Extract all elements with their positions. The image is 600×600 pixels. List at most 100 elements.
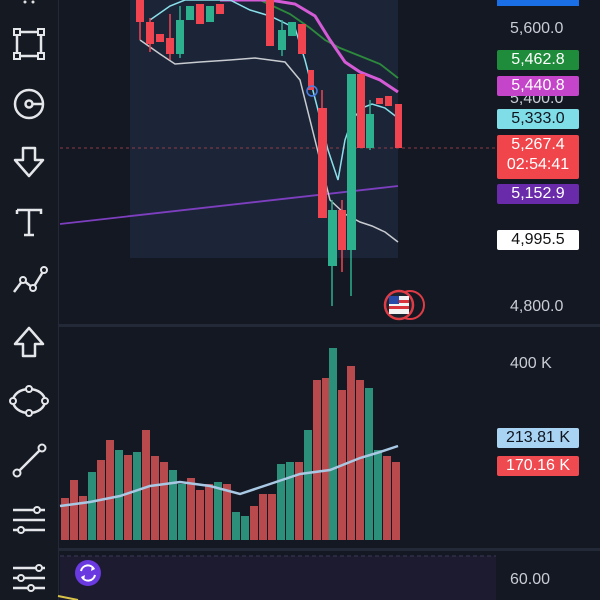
volume-bar (142, 430, 150, 540)
candle (156, 34, 164, 42)
candle (266, 0, 274, 46)
candle (146, 22, 154, 44)
volume-bar (383, 456, 391, 540)
drawing-toolbar (0, 0, 59, 600)
band-grey-line (139, 39, 399, 243)
volume-bar (196, 490, 204, 540)
last-price-value: 5,267.4 (511, 136, 565, 153)
volume-bar (329, 348, 337, 540)
ellipse-icon (9, 385, 49, 417)
text-icon (15, 208, 43, 237)
oscillator-pane (60, 556, 496, 600)
refresh-icon[interactable] (75, 560, 101, 586)
oscillator-line (57, 595, 79, 600)
candle (347, 74, 356, 250)
toolbar-overflow-dots[interactable] (0, 0, 58, 10)
trend-line-icon (12, 443, 47, 478)
volume-bar (187, 478, 195, 540)
pane-divider-2 (59, 548, 600, 551)
arrow-up-tool[interactable] (0, 318, 58, 366)
volume-bar (124, 455, 132, 540)
candle (206, 6, 214, 22)
bar-countdown-timer: 02:54:41 (506, 156, 570, 173)
text-tool[interactable] (0, 198, 58, 246)
trend-lines-tool[interactable] (0, 256, 58, 304)
price-label-4800: 4,800.0 (510, 298, 564, 315)
volume-bar (106, 440, 114, 540)
fib-retracement-icon (13, 506, 45, 534)
volume-current-badge: 170.16 K (497, 456, 579, 476)
circle-tool[interactable] (0, 80, 58, 128)
us-flag-icon[interactable] (383, 289, 425, 321)
volume-bar (178, 484, 186, 540)
candle (278, 30, 286, 50)
candle (308, 70, 314, 90)
volume-bar (286, 462, 294, 540)
price-badge-ma-violet: 5,152.9 (497, 184, 579, 204)
volume-bar (365, 388, 373, 540)
volume-bar (70, 480, 78, 540)
candle (298, 24, 306, 54)
volume-bar (259, 494, 267, 540)
candle (318, 108, 327, 218)
parallel-channel-tool[interactable] (0, 552, 58, 600)
volume-bar (304, 430, 312, 540)
fib-retracement-tool[interactable] (0, 496, 58, 544)
circle-target-icon (13, 88, 45, 120)
volume-bar (374, 450, 382, 540)
candle (288, 22, 296, 36)
rectangle-icon (13, 28, 45, 60)
volume-bar (356, 380, 364, 540)
rectangle-tool[interactable] (0, 20, 58, 68)
ma-violet-line (59, 185, 399, 225)
volume-bar (241, 516, 249, 540)
candle (357, 74, 365, 148)
price-label-5600: 5,600.0 (510, 20, 564, 37)
candles-group (136, 0, 402, 306)
volume-ma-badge: 213.81 K (497, 428, 579, 448)
volume-bar (347, 366, 355, 540)
trend-line-tool[interactable] (0, 436, 58, 484)
volume-bar (223, 484, 231, 540)
top-blue-badge[interactable] (497, 0, 579, 6)
candle (186, 6, 194, 20)
ma-purple-line (220, 0, 399, 94)
candle (366, 114, 374, 148)
candle (338, 210, 346, 250)
price-badge-band-lower: 4,995.5 (497, 230, 579, 250)
last-price-badge: 5,267.4 02:54:41 (497, 135, 579, 179)
candle (395, 104, 402, 148)
volume-bar (160, 462, 168, 540)
volume-bar (79, 496, 87, 540)
arrow-down-icon (13, 146, 45, 178)
volume-bar (295, 462, 303, 540)
arrow-down-tool[interactable] (0, 138, 58, 186)
dots-icon (23, 0, 35, 4)
volume-bar (268, 494, 276, 540)
price-badge-ma-green: 5,462.8 (497, 50, 579, 70)
volume-bar (133, 452, 141, 540)
price-badge-ma-purple: 5,440.8 (497, 76, 579, 96)
volume-label-400k: 400 K (510, 355, 552, 372)
volume-bar (277, 464, 285, 540)
candle (216, 4, 224, 14)
volume-bar (88, 472, 96, 540)
ellipse-tool[interactable] (0, 377, 58, 425)
volume-bar (313, 380, 321, 540)
candle (196, 4, 204, 24)
candle (136, 0, 144, 22)
parallel-channel-icon (13, 564, 45, 592)
candle (176, 20, 184, 54)
volume-bar (214, 482, 222, 540)
volume-bar (392, 462, 400, 540)
event-marker[interactable] (306, 85, 318, 97)
arrow-up-icon (13, 326, 45, 358)
volume-ma-line (59, 444, 399, 508)
volume-bar (61, 498, 69, 540)
volume-bar (205, 484, 213, 540)
volume-bar (169, 470, 177, 540)
candle (376, 98, 383, 104)
candle (385, 96, 392, 106)
